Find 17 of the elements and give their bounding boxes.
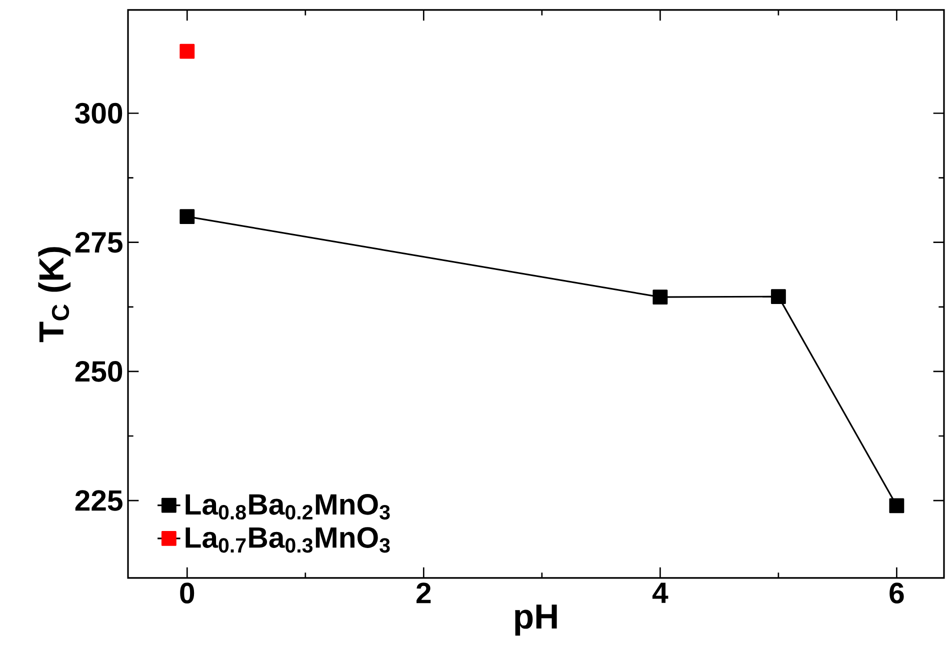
- x-tick-label: 0: [180, 582, 194, 604]
- point: [652, 290, 668, 305]
- x-axis-title: pH: [515, 604, 557, 636]
- point: [180, 209, 195, 224]
- y-tick-label: 250: [75, 361, 122, 382]
- point: [889, 498, 904, 514]
- x-tick-label: 6: [890, 582, 904, 604]
- y-tick-label: 300: [75, 102, 122, 124]
- point: [180, 44, 195, 59]
- x-tick-label: 4: [652, 582, 668, 603]
- y-tick-label: 275: [75, 232, 122, 253]
- x-tick-label: 2: [416, 582, 431, 604]
- legend-label: La$_{0.7}$Ba$_{0.3}$MnO$_{3}$: [186, 527, 390, 553]
- legend-label: La$_{0.8}$Ba$_{0.2}$MnO$_{3}$: [186, 494, 390, 520]
- y-axis-title: T$_{C}$ (K): [38, 247, 71, 342]
- point: [770, 289, 786, 304]
- y-tick-label: 225: [75, 490, 122, 511]
